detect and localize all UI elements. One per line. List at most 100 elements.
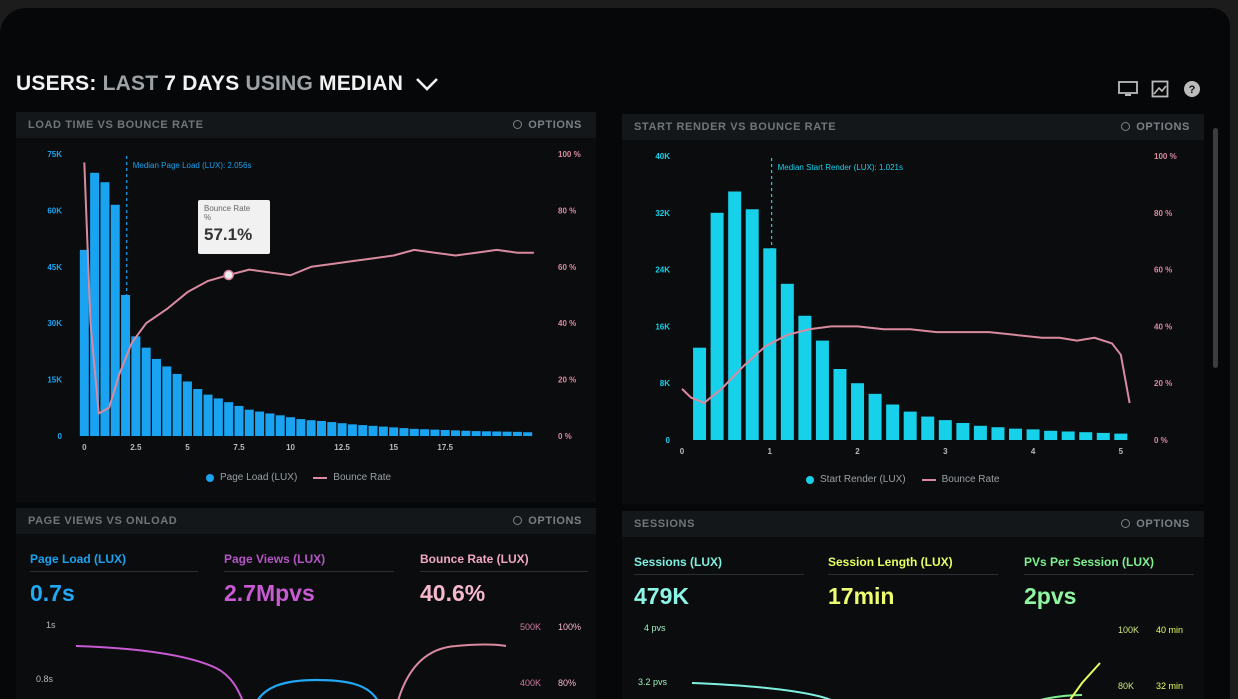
legend-line-label[interactable]: Bounce Rate [941,474,1000,485]
x-tick-label: 0 [680,447,685,456]
legend-bar-label[interactable]: Start Render (LUX) [820,474,906,485]
bar [815,340,829,440]
monitor-icon[interactable] [1118,80,1138,98]
bar [327,422,337,436]
bar [956,422,970,440]
tooltip-sub: % [204,213,212,222]
mini-axis-label: 500K [520,622,542,632]
bar [79,249,89,436]
panel-title: SESSIONS [634,518,696,530]
bar [938,420,952,440]
metric-label: PVs Per Session (LUX) [1024,555,1194,575]
bar [1026,429,1040,440]
mini-axis-label: 80K [1118,681,1135,691]
gear-icon [1121,122,1131,131]
metric-page-views[interactable]: Page Views (LUX) 2.7Mpvs [224,552,394,607]
metric-label: Bounce Rate (LUX) [420,552,588,572]
load-vs-bounce-panel: LOAD TIME VS BOUNCE RATE OPTIONS 0 15K 30K… [16,112,596,502]
metric-session-length[interactable]: Session Length (LUX) 17min [828,555,998,610]
render-chart-svg: 0 8K 16K 24K 32K 40K 0 % 20 % 40 % 60 % 80 % 100 % 0… [655,152,1177,456]
x-tick-label: 1 [768,447,773,456]
bar [523,432,533,436]
options-label: OPTIONS [528,119,582,131]
image-icon[interactable] [1150,80,1170,98]
options-button[interactable]: OPTIONS [513,112,582,138]
metric-sessions[interactable]: Sessions (LUX) 479K [634,555,804,610]
page-title[interactable]: USERS: LAST 7 DAYS USING MEDIAN [16,72,439,96]
x-tick-label: 12.5 [334,443,350,452]
mini-axis-label: 100K [1118,625,1140,635]
metric-bounce-rate[interactable]: Bounce Rate (LUX) 40.6% [420,552,588,607]
bar [409,428,419,436]
y-left-tick-label: 0 [58,432,63,441]
mini-axis-label: 4 pvs [644,623,666,633]
gear-icon [513,120,523,129]
bar [172,373,182,436]
bar [213,398,223,436]
metric-pvs-per-session[interactable]: PVs Per Session (LUX) 2pvs [1024,555,1194,610]
mini-axis-label: 1s [46,620,56,630]
options-button[interactable]: OPTIONS [1121,511,1190,537]
bar [368,425,378,436]
bar [286,417,296,436]
bar [1079,432,1093,440]
bar [798,315,812,440]
bar [420,429,430,436]
y-left-tick-label: 40K [655,152,670,161]
bar [193,389,203,436]
bar [1114,433,1128,440]
options-label: OPTIONS [1136,518,1190,530]
y-right-tick-label: 80 % [1154,209,1172,218]
x-tick-label: 5 [1119,447,1124,456]
bar [389,427,399,436]
bar [1044,430,1058,440]
bar [121,295,131,436]
x-tick-label: 15 [389,443,398,452]
legend-line-label[interactable]: Bounce Rate [333,472,392,483]
bar [502,431,512,436]
bar [347,424,357,436]
sessions-line [691,682,832,699]
y-right-tick-label: 100 % [1154,152,1177,161]
panel-header: LOAD TIME VS BOUNCE RATE OPTIONS [16,112,596,138]
help-icon[interactable]: ? [1182,80,1202,98]
title-using: USING [245,72,313,95]
legend-bar-label[interactable]: Page Load (LUX) [220,472,298,483]
options-label: OPTIONS [1136,121,1190,133]
title-range[interactable]: 7 DAYS [164,72,240,95]
bar [224,402,234,436]
pageviews-vs-onload-panel: PAGE VIEWS VS ONLOAD OPTIONS Page Load (… [16,508,596,699]
bar [868,393,882,440]
bar [358,425,368,436]
metric-value: 2.7Mpvs [224,580,315,606]
bar [728,191,742,440]
bar [255,411,265,436]
panel-title: PAGE VIEWS VS ONLOAD [28,515,178,527]
y-right-tick-label: 80 % [558,206,576,215]
session-length-line [1069,662,1101,699]
y-left-tick-label: 15K [47,376,62,385]
bar [100,182,110,436]
x-tick-label: 4 [1031,447,1036,456]
bar [244,409,254,436]
mini-trend-chart [691,662,1101,699]
title-aggregate[interactable]: MEDIAN [319,72,404,95]
options-button[interactable]: OPTIONS [1121,114,1190,140]
y-right-tick-label: 60 % [558,263,576,272]
bar [492,431,502,436]
panel-header: SESSIONS OPTIONS [622,511,1204,537]
scrollbar[interactable] [1213,128,1218,368]
legend-bar-swatch [206,473,214,482]
mini-axis-label: 40 min [1156,625,1184,635]
options-button[interactable]: OPTIONS [513,508,582,534]
mini-axis-label: 3.2 pvs [638,677,668,687]
median-label: Median Start Render (LUX): 1.021s [778,163,903,172]
metric-label: Page Views (LUX) [224,552,394,572]
chevron-down-icon[interactable] [415,77,439,92]
y-right-tick-label: 40 % [558,319,576,328]
bar [203,394,213,436]
x-tick-label: 2.5 [130,443,142,452]
bar [833,369,847,440]
metric-page-load[interactable]: Page Load (LUX) 0.7s [30,552,198,607]
